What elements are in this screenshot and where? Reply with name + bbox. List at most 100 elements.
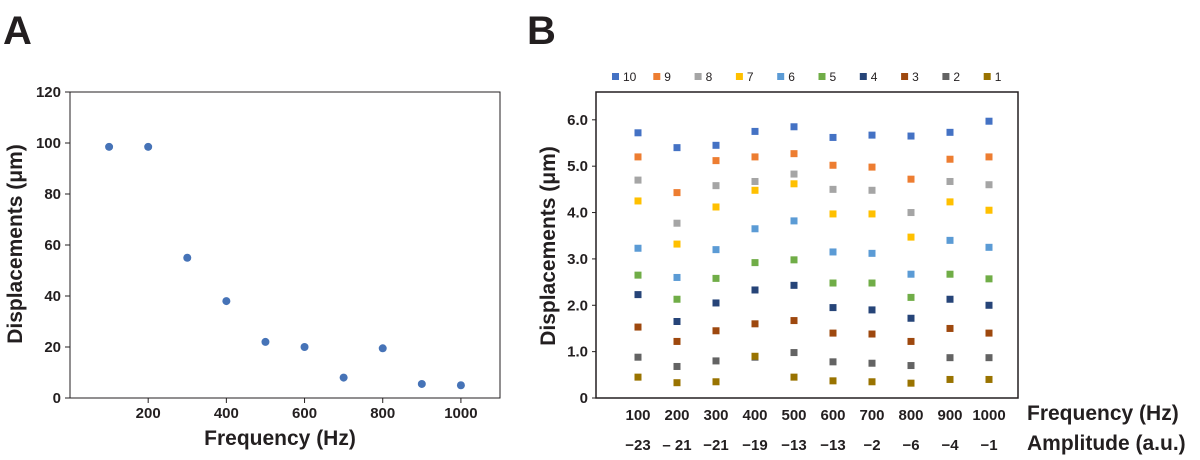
chart-a-ytick-label: 80 — [44, 186, 61, 203]
chart-b-point-series-6 — [868, 249, 876, 257]
legend-swatch-10 — [612, 73, 619, 80]
chart-b-point-series-6 — [946, 236, 954, 244]
chart-a-xtick-label: 400 — [214, 405, 239, 422]
chart-b-point-series-7 — [907, 233, 915, 241]
chart-b-point-series-5 — [985, 275, 993, 283]
chart-a-plot-frame — [69, 91, 501, 399]
legend-label-6: 6 — [788, 70, 795, 84]
chart-b-point-series-10 — [946, 128, 954, 136]
chart-a-xlabel: Frequency (Hz) — [204, 427, 356, 450]
chart-b-point-series-9 — [751, 153, 759, 161]
chart-b-point-series-7 — [790, 180, 798, 188]
chart-b-point-series-8 — [751, 177, 759, 185]
chart-b-point-series-3 — [868, 330, 876, 338]
chart-b-xtick-label: 700 — [859, 407, 884, 424]
chart-b-point-series-8 — [829, 185, 837, 193]
chart-b-point-series-2 — [907, 362, 915, 370]
chart-b-point-series-8 — [868, 186, 876, 194]
chart-b-point-series-3 — [829, 329, 837, 337]
chart-b-point-series-1 — [946, 375, 954, 383]
chart-a-ytick-label: 40 — [44, 288, 61, 305]
chart-a-ytick-label: 0 — [53, 390, 61, 407]
chart-b-xtick-label2: −1 — [980, 437, 997, 454]
chart-b-point-series-10 — [634, 129, 642, 137]
chart-b-point-series-8 — [634, 176, 642, 184]
chart-b-point-series-6 — [829, 248, 837, 256]
legend-swatch-6 — [777, 73, 785, 80]
chart-b-plot-frame — [595, 91, 1019, 399]
chart-b-point-series-7 — [868, 210, 876, 218]
legend-label-9: 9 — [664, 70, 671, 84]
chart-b-point-series-2 — [634, 353, 642, 361]
chart-b-point-series-1 — [673, 379, 681, 387]
legend-label-8: 8 — [706, 70, 713, 84]
chart-b-xtick-label2: −13 — [781, 437, 806, 454]
chart-b-xtick-label: 800 — [898, 407, 923, 424]
chart-a-point — [378, 344, 387, 353]
chart-b-point-series-10 — [868, 131, 876, 139]
chart-b-point-series-3 — [712, 327, 720, 335]
chart-b-point-series-4 — [790, 281, 798, 289]
chart-b-ytick-label: 1.0 — [567, 344, 588, 361]
chart-b-point-series-1 — [985, 375, 993, 383]
chart-b-point-series-10 — [985, 117, 993, 125]
chart-a-xtick-label: 600 — [292, 405, 317, 422]
legend-label-3: 3 — [912, 70, 919, 84]
chart-b-point-series-2 — [673, 362, 681, 370]
chart-b-point-series-8 — [673, 219, 681, 227]
panel-label-a: A — [3, 9, 32, 53]
chart-b-ytick-label: 6.0 — [567, 112, 588, 129]
chart-b-xtick-label: 300 — [703, 407, 728, 424]
chart-a-ytick-label: 20 — [44, 339, 61, 356]
chart-b-point-series-10 — [751, 127, 759, 135]
chart-b-point-series-6 — [751, 225, 759, 233]
chart-a: Frequency (Hz) Displacements (μm) 0 20 40 6… — [4, 84, 501, 450]
chart-b-point-series-5 — [634, 271, 642, 279]
chart-b-point-series-9 — [946, 155, 954, 163]
chart-b-point-series-3 — [790, 317, 798, 325]
chart-b-point-series-7 — [712, 203, 720, 211]
chart-b-xtick-label: 400 — [742, 407, 767, 424]
chart-b-point-series-7 — [673, 240, 681, 248]
chart-b-point-series-5 — [829, 279, 837, 287]
legend-swatch-1 — [983, 73, 991, 80]
chart-b-xtick-label: 600 — [820, 407, 845, 424]
chart-b-point-series-2 — [868, 359, 876, 367]
chart-b-point-series-5 — [673, 295, 681, 303]
chart-b-xtick-label2: −6 — [902, 437, 919, 454]
chart-b-point-series-3 — [985, 329, 993, 337]
chart-b-point-series-7 — [634, 197, 642, 205]
legend-label-4: 4 — [871, 70, 878, 84]
chart-b-point-series-6 — [907, 270, 915, 278]
chart-b-ytick-label: 2.0 — [567, 297, 588, 314]
chart-b-point-series-3 — [634, 323, 642, 331]
chart-b-point-series-3 — [946, 324, 954, 332]
chart-b-point-series-1 — [868, 378, 876, 386]
chart-b-point-series-3 — [751, 320, 759, 328]
chart-b-point-series-7 — [829, 210, 837, 218]
legend-swatch-5 — [818, 73, 826, 80]
chart-b-xtick-label2: −23 — [625, 437, 650, 454]
chart-b-ylabel: Displacements (μm) — [537, 146, 560, 346]
chart-a-point — [144, 142, 153, 151]
chart-b-xtick-label: 1000 — [972, 407, 1005, 424]
chart-b-point-series-2 — [829, 358, 837, 366]
chart-b-point-series-5 — [868, 279, 876, 287]
chart-b-ytick-label: 5.0 — [567, 158, 588, 175]
chart-b-point-series-10 — [790, 123, 798, 131]
chart-b-point-series-7 — [946, 198, 954, 206]
chart-b: Frequency (Hz) Amplitude (a.u.) Displace… — [537, 70, 1186, 455]
chart-a-point — [300, 343, 309, 351]
chart-a-point — [261, 337, 270, 346]
chart-b-point-series-4 — [634, 291, 642, 299]
chart-b-point-series-4 — [751, 286, 759, 294]
chart-b-point-series-8 — [985, 181, 993, 189]
chart-b-point-series-5 — [712, 274, 720, 282]
chart-b-point-series-6 — [673, 273, 681, 281]
chart-b-xtick-label2: −19 — [742, 437, 767, 454]
chart-b-xtick-label2: −2 — [863, 437, 880, 454]
chart-b-xlabel2: Amplitude (a.u.) — [1027, 432, 1186, 455]
legend-label-5: 5 — [830, 70, 837, 84]
chart-b-ytick-label: 4.0 — [567, 205, 588, 222]
